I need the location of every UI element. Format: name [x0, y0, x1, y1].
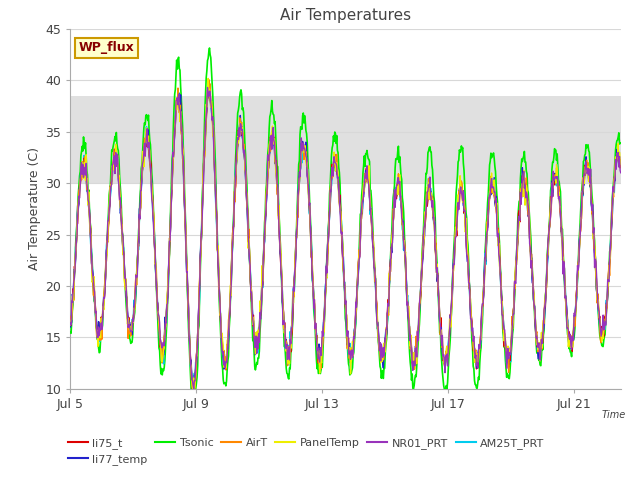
Bar	[70, 96, 621, 183]
Y-axis label: Air Temperature (C): Air Temperature (C)	[28, 147, 42, 270]
Line: AM25T_PRT: AM25T_PRT	[70, 87, 621, 389]
Tsonic	[188, 386, 195, 392]
li77_temp	[343, 323, 351, 329]
AM25T_PRT	[438, 348, 446, 353]
li75_t	[617, 161, 625, 167]
Line: Tsonic: Tsonic	[70, 48, 621, 389]
li77_temp	[207, 102, 215, 108]
AirT	[207, 102, 215, 108]
AM25T_PRT	[378, 343, 385, 348]
NR01_PRT	[375, 334, 383, 340]
li77_temp	[378, 347, 385, 353]
AM25T_PRT	[189, 386, 197, 392]
li77_temp	[438, 349, 446, 355]
NR01_PRT	[438, 333, 446, 338]
li75_t	[205, 81, 213, 86]
AirT	[378, 346, 385, 352]
Legend: li75_t, li77_temp, Tsonic, AirT, PanelTemp, NR01_PRT, AM25T_PRT: li75_t, li77_temp, Tsonic, AirT, PanelTe…	[63, 433, 549, 469]
Tsonic	[378, 375, 385, 381]
NR01_PRT	[204, 84, 211, 90]
li75_t	[303, 164, 311, 170]
PanelTemp	[378, 343, 385, 348]
li77_temp	[375, 343, 383, 348]
AM25T_PRT	[375, 339, 383, 345]
li75_t	[343, 312, 351, 318]
Tsonic	[67, 329, 74, 335]
li77_temp	[205, 85, 212, 91]
Tsonic	[205, 45, 213, 51]
AirT	[375, 343, 383, 349]
NR01_PRT	[190, 386, 198, 392]
NR01_PRT	[617, 170, 625, 176]
Line: li75_t: li75_t	[70, 84, 621, 385]
PanelTemp	[438, 335, 446, 340]
Text: Time: Time	[602, 410, 627, 420]
li75_t	[67, 316, 74, 322]
NR01_PRT	[343, 326, 351, 332]
Tsonic	[375, 342, 383, 348]
li77_temp	[189, 386, 196, 392]
AM25T_PRT	[617, 160, 625, 166]
Text: WP_flux: WP_flux	[79, 41, 134, 54]
PanelTemp	[67, 322, 74, 328]
PanelTemp	[189, 386, 197, 392]
li75_t	[375, 336, 383, 342]
PanelTemp	[207, 98, 215, 104]
AirT	[438, 342, 446, 348]
Line: AirT: AirT	[70, 80, 621, 388]
AM25T_PRT	[343, 316, 351, 322]
Tsonic	[617, 140, 625, 145]
NR01_PRT	[303, 170, 311, 176]
AM25T_PRT	[303, 167, 311, 172]
li75_t	[190, 383, 198, 388]
li75_t	[438, 344, 446, 350]
Tsonic	[438, 369, 446, 375]
AirT	[343, 319, 351, 325]
Line: li77_temp: li77_temp	[70, 88, 621, 389]
Title: Air Temperatures: Air Temperatures	[280, 9, 411, 24]
li77_temp	[303, 173, 311, 179]
AirT	[205, 77, 212, 83]
li75_t	[378, 349, 385, 355]
Line: PanelTemp: PanelTemp	[70, 78, 621, 389]
AirT	[617, 157, 625, 163]
AM25T_PRT	[67, 324, 74, 330]
li77_temp	[67, 324, 74, 330]
AM25T_PRT	[205, 84, 213, 90]
NR01_PRT	[378, 341, 385, 347]
li77_temp	[617, 160, 625, 166]
Tsonic	[207, 68, 215, 74]
NR01_PRT	[207, 106, 215, 111]
PanelTemp	[204, 75, 212, 81]
AirT	[189, 385, 196, 391]
PanelTemp	[303, 160, 311, 166]
AirT	[67, 313, 74, 319]
AM25T_PRT	[207, 108, 215, 113]
NR01_PRT	[67, 320, 74, 326]
Line: NR01_PRT: NR01_PRT	[70, 87, 621, 389]
AirT	[303, 160, 311, 166]
PanelTemp	[343, 313, 351, 319]
li75_t	[207, 100, 215, 106]
Tsonic	[343, 335, 351, 341]
PanelTemp	[375, 341, 383, 347]
Tsonic	[303, 140, 311, 145]
PanelTemp	[617, 162, 625, 168]
